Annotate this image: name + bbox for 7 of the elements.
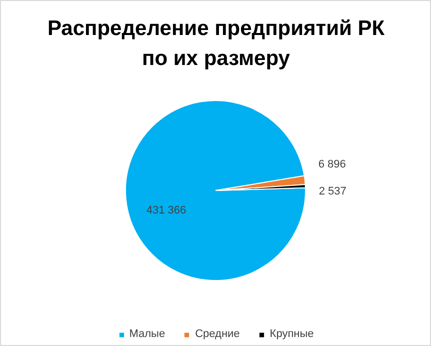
data-label: 2 537 <box>318 186 346 198</box>
legend-label: Крупные <box>270 328 314 340</box>
chart-title: Распределение предприятий РК по их размеру <box>47 17 385 70</box>
legend-label: Малые <box>129 328 166 340</box>
data-label: 431 366 <box>146 204 186 216</box>
data-label: 6 896 <box>318 158 346 171</box>
legend-label: Средние <box>195 328 240 340</box>
